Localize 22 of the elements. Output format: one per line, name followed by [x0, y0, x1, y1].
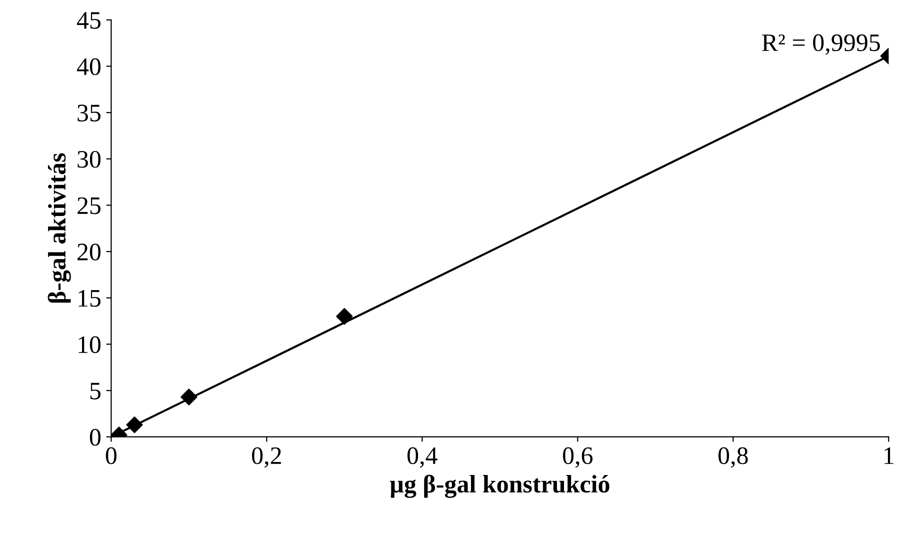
y-tick-label: 35 — [78, 104, 100, 122]
point — [126, 416, 143, 434]
point — [180, 388, 198, 406]
annotation: R² = 0,9995 — [762, 34, 880, 55]
y-tick-label: 5 — [90, 382, 100, 400]
x-tick-label: 0,2 — [252, 447, 281, 468]
y-tick-label: 20 — [78, 244, 101, 260]
y-tick-label: 40 — [76, 58, 101, 76]
x-tick-label: 0 — [106, 447, 116, 464]
y-tick-label: 15 — [78, 290, 100, 307]
x-axis-title: µg β-gal konstrukció — [390, 474, 610, 498]
x-tick-label: 0,8 — [718, 447, 748, 468]
point — [336, 308, 353, 325]
y-tick-label: 10 — [78, 336, 101, 354]
x-tick-label: 1 — [884, 447, 894, 464]
x-tick-label: 0,6 — [562, 447, 593, 468]
y-tick-label: 45 — [76, 12, 100, 29]
x-tick-label: 0,4 — [407, 447, 438, 468]
y-axis-title: β-gal aktivitás — [48, 153, 71, 303]
y-tick-label: 30 — [78, 150, 101, 168]
y-tick-label: 25 — [78, 197, 100, 214]
y-tick-label: 0 — [90, 428, 101, 446]
